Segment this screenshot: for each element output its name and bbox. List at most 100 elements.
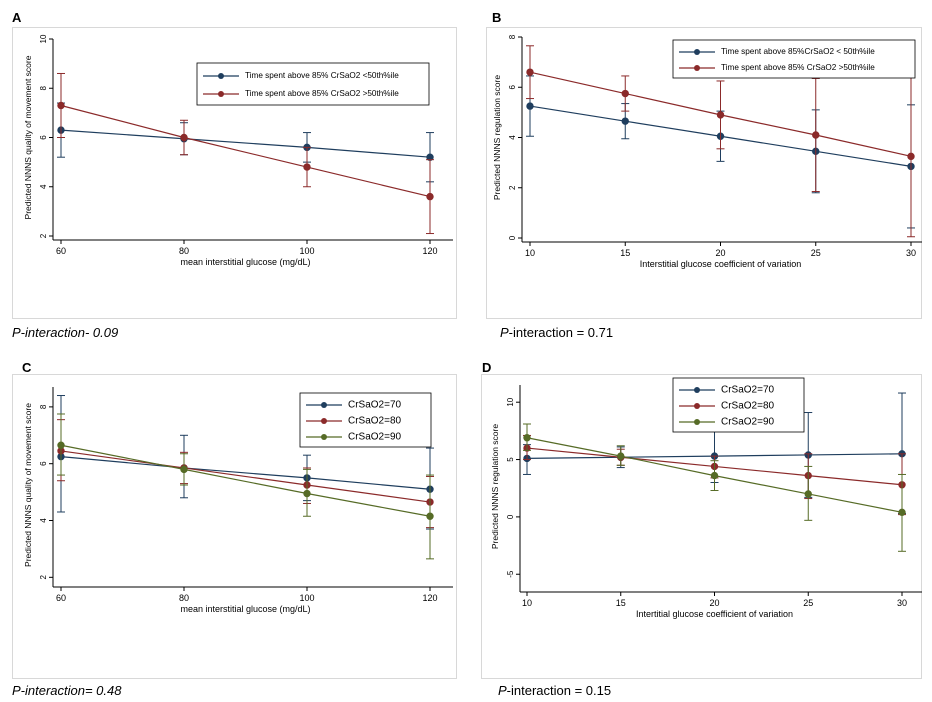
legend-entry: CrSaO2=90: [348, 432, 402, 443]
panel-b-letter: B: [492, 10, 502, 25]
chart-a: 60 80 100 120 mean interstitial glucose (mg/…: [23, 34, 453, 267]
y-axis-label: Predicted NNNS quality of movement score: [23, 403, 33, 567]
x-tick-label: 60: [56, 593, 66, 603]
legend-entry: CrSaO2=80: [721, 401, 775, 412]
x-axis-label: Intertitial glucose coefficient of varia…: [636, 609, 793, 619]
y-tick-label: 4: [39, 184, 48, 189]
data-point: [716, 111, 725, 119]
x-tick-label: 25: [803, 598, 813, 608]
data-point: [617, 452, 625, 460]
y-tick-label: 10: [39, 34, 48, 43]
panel-d-frame: [481, 374, 922, 679]
legend-swatch-marker: [218, 91, 224, 97]
x-tick-label: 120: [422, 593, 437, 603]
panel-a-frame: [12, 27, 457, 319]
data-point: [804, 490, 812, 498]
x-tick-label: 10: [525, 248, 535, 258]
data-point: [426, 512, 434, 520]
y-tick-label: 0: [508, 235, 517, 240]
panel-c-frame: [12, 374, 457, 679]
y-tick-label: 4: [39, 518, 48, 523]
legend-swatch-marker: [694, 419, 700, 425]
series-line: [60, 129, 431, 158]
y-tick-label: 4: [508, 135, 517, 140]
series-green: [523, 423, 906, 552]
p-interaction-c: P-interaction= 0.48: [12, 683, 122, 698]
y-tick-label: 10: [506, 397, 515, 406]
x-tick-label: 15: [620, 248, 630, 258]
x-tick-label: 20: [715, 248, 725, 258]
panel-b-frame: [486, 27, 922, 319]
x-tick-label: 60: [56, 246, 66, 256]
y-tick-label: 6: [39, 135, 48, 140]
y-tick-label: 8: [39, 404, 48, 409]
series-blue: [57, 102, 434, 183]
series-green: [57, 413, 434, 560]
legend-swatch-marker: [218, 73, 224, 79]
data-point: [57, 441, 65, 449]
legend-entry: CrSaO2=70: [721, 385, 775, 396]
legend-entry: CrSaO2=80: [348, 416, 402, 427]
data-point: [898, 508, 906, 517]
data-point: [180, 133, 188, 142]
series-line: [60, 104, 431, 198]
x-tick-label: 20: [709, 598, 719, 608]
data-point: [526, 68, 534, 76]
y-tick-label: 8: [39, 85, 48, 90]
x-tick-label: 30: [906, 248, 916, 258]
x-tick-label: 10: [522, 598, 532, 608]
legend-entry: Time spent above 85% CrSaO2 <50th%ile: [245, 71, 399, 80]
p-interaction-d: P-interaction = 0.15: [498, 683, 612, 698]
p-interaction-a: P-interaction- 0.09: [12, 325, 119, 340]
x-axis-label: mean interstitial glucose (mg/dL): [180, 257, 310, 267]
legend-swatch-marker: [694, 387, 700, 393]
y-axis-label: Predicted NNNS regulation score: [492, 75, 502, 200]
chart-d: 10 15 20 25 30 Intertitial glucose coefficien…: [490, 377, 922, 619]
series-red: [57, 72, 434, 235]
panel-a-letter: A: [12, 10, 22, 25]
legend-entry: CrSaO2=70: [348, 400, 402, 411]
legend-swatch-marker: [321, 402, 327, 408]
legend: Time spent above 85% CrSaO2 <50th%ile Tim…: [196, 62, 430, 106]
y-tick-label: 2: [508, 185, 517, 190]
y-tick-label: 0: [506, 514, 515, 519]
y-axis-label: Predicted NNNS regulation score: [490, 424, 500, 549]
y-tick-label: 2: [39, 233, 48, 238]
x-tick-label: 25: [811, 248, 821, 258]
data-point: [523, 434, 531, 442]
data-point: [303, 489, 311, 498]
data-point: [303, 163, 311, 171]
data-point: [621, 117, 629, 125]
legend: CrSaO2=70 CrSaO2=80 CrSaO2=90: [672, 377, 805, 433]
panel-d-letter: D: [482, 360, 492, 375]
y-tick-label: 6: [39, 461, 48, 466]
x-tick-label: 100: [299, 246, 314, 256]
panel-c-letter: C: [22, 360, 32, 375]
y-tick-label: -5: [506, 570, 515, 578]
legend-entry: Time spent above 85% CrSaO2 >50th%ile: [721, 63, 875, 72]
data-point: [526, 102, 534, 110]
x-tick-label: 80: [179, 593, 189, 603]
x-tick-label: 120: [422, 246, 437, 256]
series-line: [60, 455, 431, 490]
legend: Time spent above 85%CrSaO2 < 50th%ile Tim…: [672, 39, 916, 79]
legend-entry: Time spent above 85%CrSaO2 < 50th%ile: [721, 47, 875, 56]
y-tick-label: 6: [508, 84, 517, 89]
y-tick-label: 8: [508, 34, 517, 39]
data-point: [426, 192, 434, 201]
x-axis-label: Interstitial glucose coefficient of vari…: [640, 259, 801, 269]
p-interaction-b: P-interaction = 0.71: [500, 325, 614, 340]
x-axis-label: mean interstitial glucose (mg/dL): [180, 604, 310, 614]
legend-swatch-marker: [694, 49, 700, 55]
chart-c: 60 80 100 120 mean interstitial glucose (mg/…: [23, 387, 453, 614]
y-axis-label: Predicted NNNS quality of movement score: [23, 55, 33, 219]
data-point: [812, 131, 820, 139]
x-tick-label: 30: [897, 598, 907, 608]
legend-box: [672, 39, 916, 79]
y-tick-label: 5: [506, 457, 515, 462]
data-point: [907, 152, 915, 161]
data-point: [621, 89, 629, 98]
legend-swatch-marker: [321, 418, 327, 424]
legend-swatch-marker: [694, 65, 700, 71]
